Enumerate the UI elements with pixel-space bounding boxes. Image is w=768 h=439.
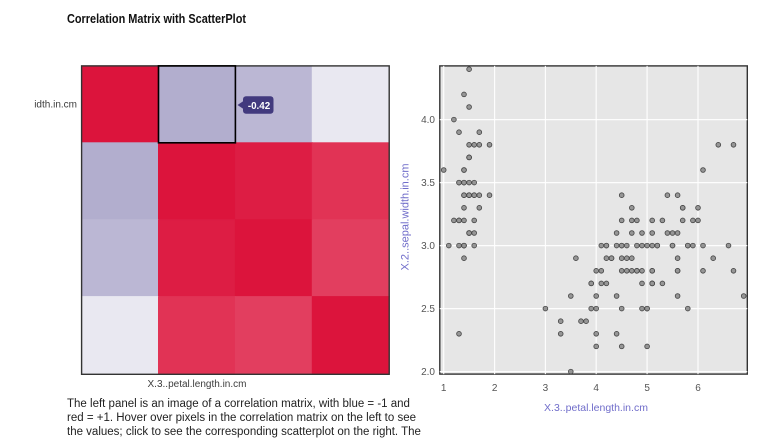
svg-text:4: 4 xyxy=(593,383,599,394)
svg-text:5: 5 xyxy=(644,383,650,394)
svg-text:4.0: 4.0 xyxy=(421,115,435,126)
svg-text:3.0: 3.0 xyxy=(421,241,435,252)
svg-text:X.3..petal.length.in.cm: X.3..petal.length.in.cm xyxy=(148,379,247,390)
svg-text:3.5: 3.5 xyxy=(421,178,435,189)
svg-text:X.2..sepal.width.in.cm: X.2..sepal.width.in.cm xyxy=(400,164,412,271)
svg-text:2: 2 xyxy=(492,383,498,394)
svg-text:2.5: 2.5 xyxy=(421,304,435,315)
svg-text:idth.in.cm: idth.in.cm xyxy=(34,100,77,111)
svg-text:2.0: 2.0 xyxy=(421,367,435,378)
svg-text:X.3..petal.length.in.cm: X.3..petal.length.in.cm xyxy=(544,402,648,414)
svg-text:3: 3 xyxy=(543,383,549,394)
svg-text:1: 1 xyxy=(441,383,447,394)
svg-text:-0.42: -0.42 xyxy=(248,101,271,112)
svg-text:6: 6 xyxy=(695,383,701,394)
